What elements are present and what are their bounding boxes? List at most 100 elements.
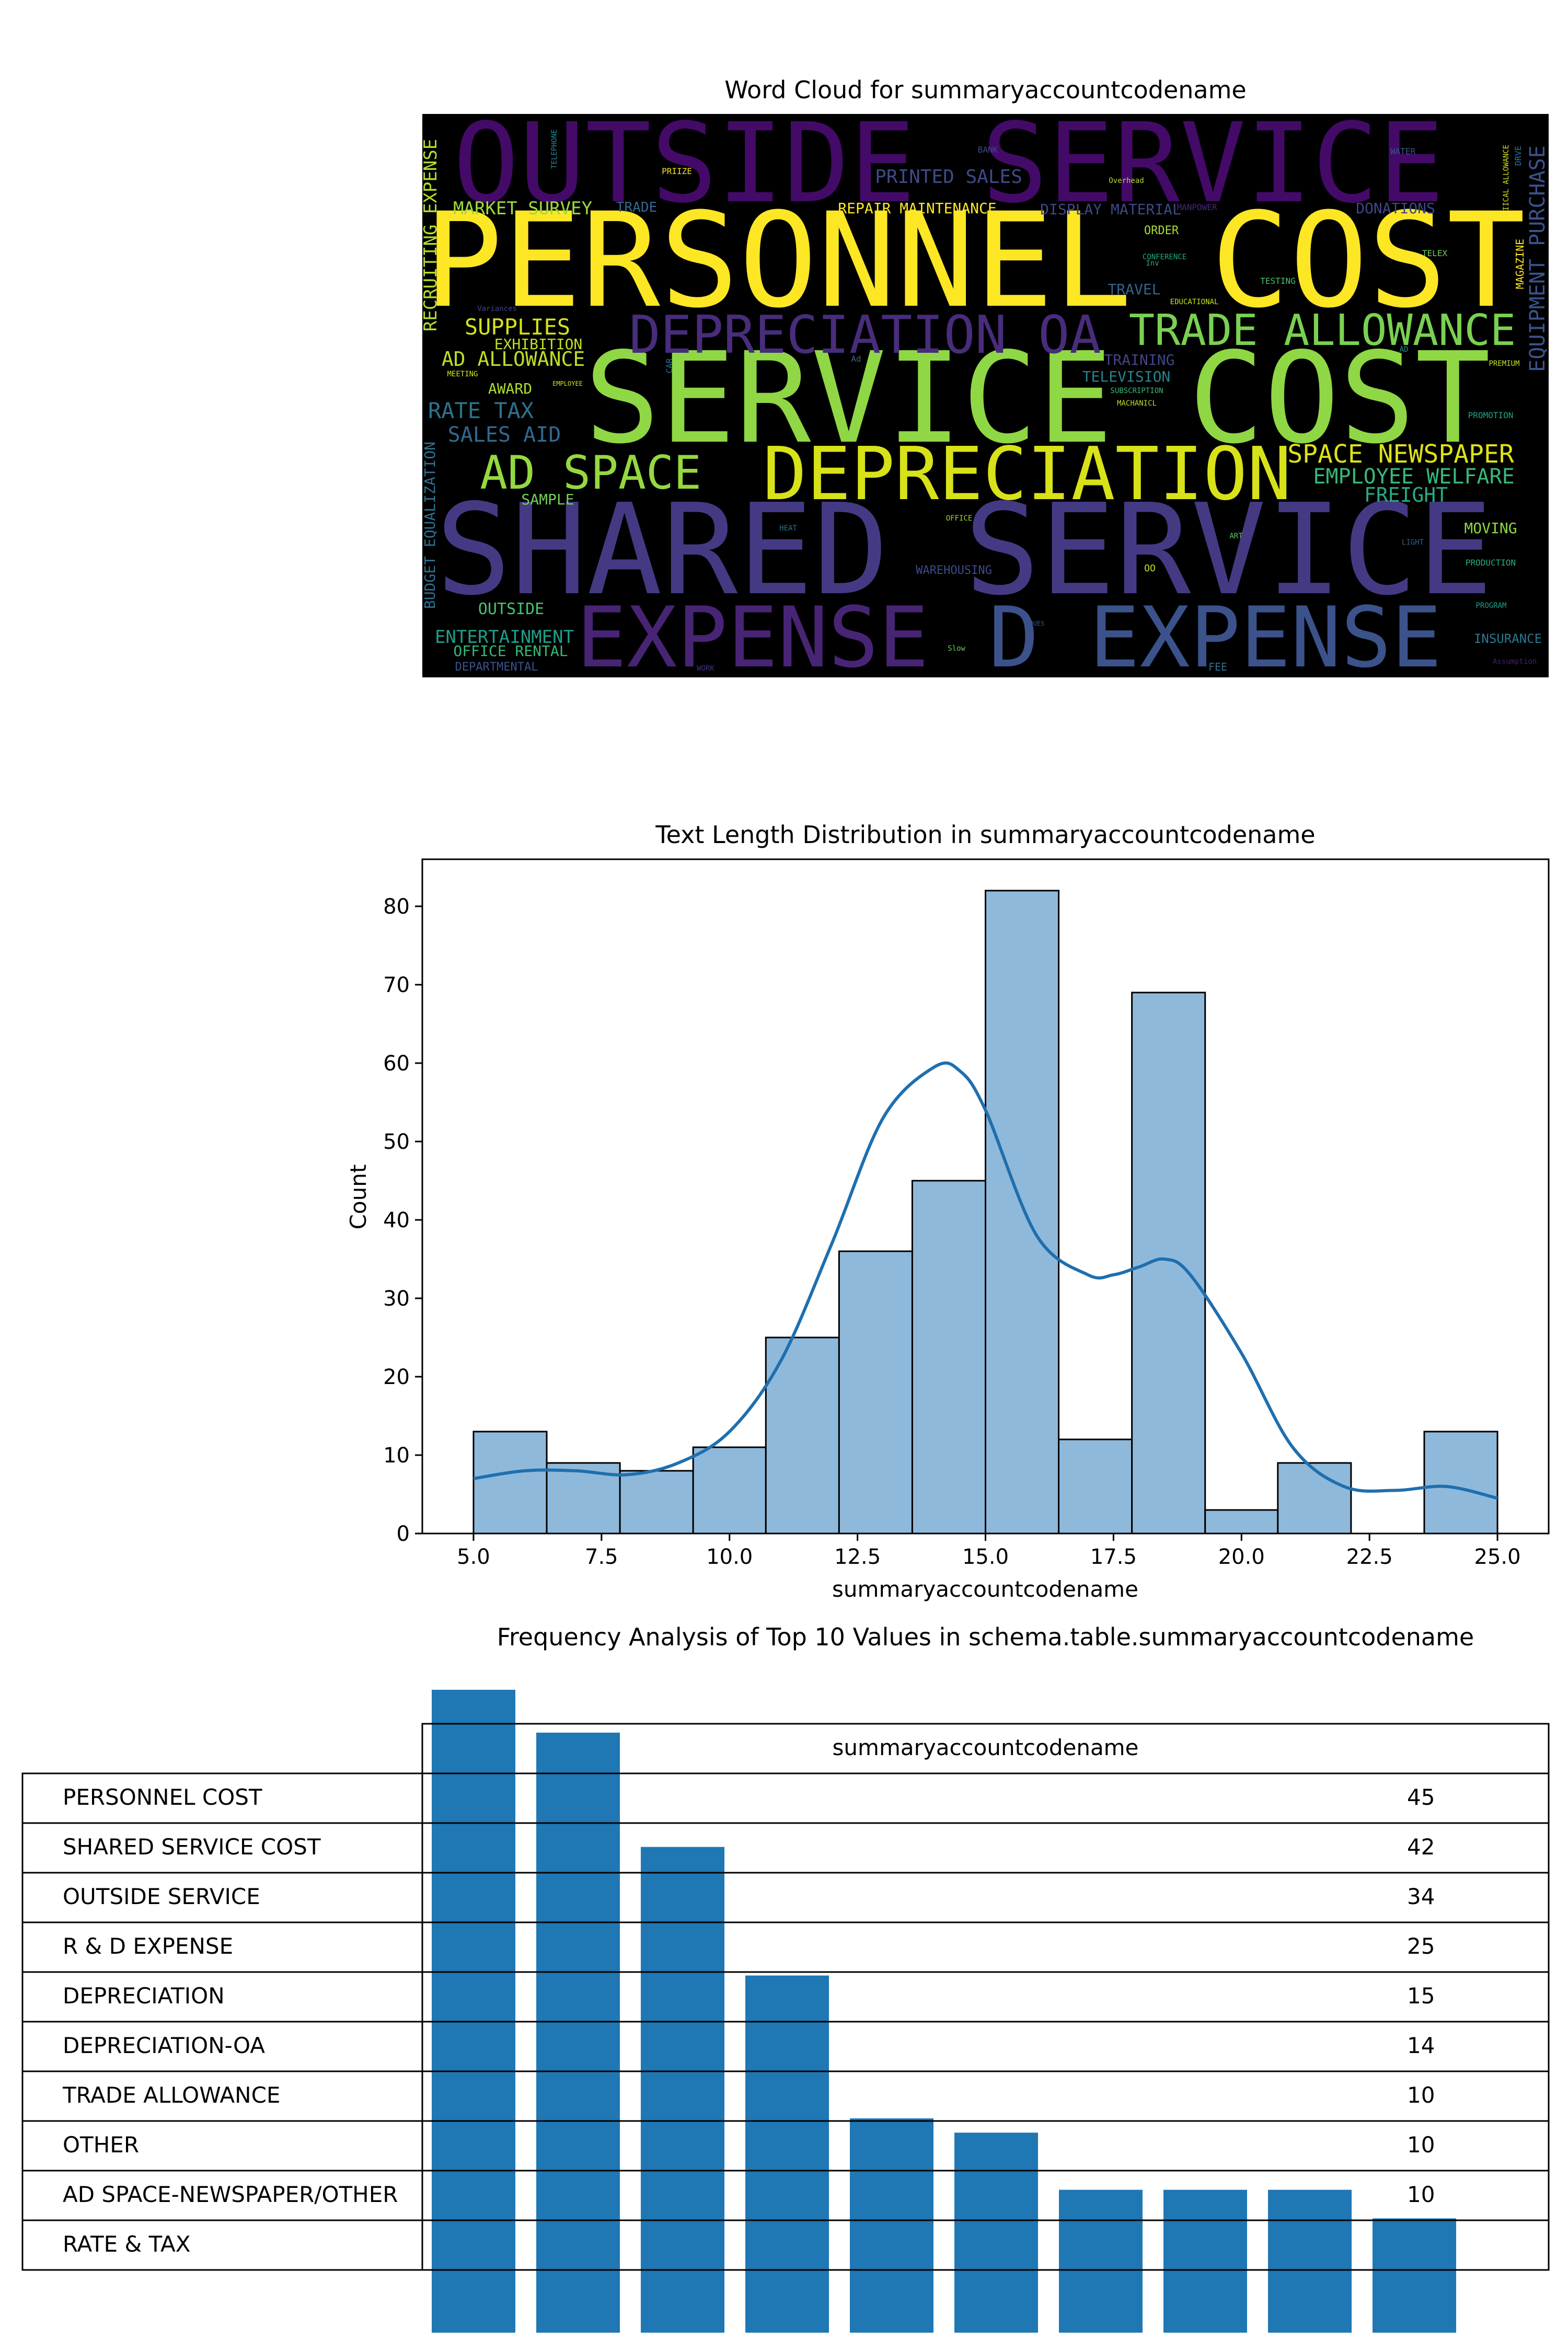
y-tick-label: 60 <box>383 1052 410 1076</box>
table-row-label: R & D EXPENSE <box>63 1933 233 1959</box>
wordcloud-word: SAMPLE <box>521 491 574 508</box>
frequency-bar <box>536 1733 620 2333</box>
wordcloud-word: DUES <box>1030 620 1045 627</box>
wordcloud-word: TESTING <box>1260 276 1295 286</box>
wordcloud-word: MAGAZINE <box>1514 239 1526 289</box>
wordcloud-word: TRADE <box>616 200 657 215</box>
table-row-label: PERSONNEL COST <box>63 1784 262 1810</box>
wordcloud-word: HEAT <box>779 524 797 533</box>
wordcloud-word: Slow <box>948 644 965 653</box>
frequency-bar <box>850 2118 933 2333</box>
wordcloud-word: RATE TAX <box>428 398 534 423</box>
kde-curve <box>473 1061 1498 1500</box>
histogram-bar <box>692 1446 767 1535</box>
wordcloud-word: REPAIR MAINTENANCE <box>838 200 996 217</box>
wordcloud-word: WATER <box>1390 146 1416 156</box>
wordcloud-word: PROMOTION <box>1468 410 1514 420</box>
wordcloud-word: D EXPENSE <box>989 589 1442 686</box>
table-row-label: DEPRECIATION-OA <box>63 2033 265 2058</box>
table-row-label: AD SPACE-NEWSPAPER/OTHER <box>63 2182 398 2207</box>
table-value: 45 <box>1407 1784 1435 1810</box>
x-tick-label: 12.5 <box>834 1545 881 1569</box>
table-value: 10 <box>1407 2132 1435 2158</box>
wordcloud-word: IICAL ALLOWANCE <box>1502 145 1511 211</box>
wordcloud-word: PROGRAM <box>1475 602 1506 610</box>
x-tick-label: 7.5 <box>585 1545 618 1569</box>
wordcloud-word: EXHIBITION <box>494 336 583 353</box>
wordcloud-word: SERVICE COST <box>584 325 1491 471</box>
wordcloud-word: EXPENSE <box>577 589 929 686</box>
wordcloud-word: Ad <box>851 354 861 364</box>
x-tick-label: 17.5 <box>1090 1545 1137 1569</box>
wordcloud-word: WORK <box>697 664 714 673</box>
x-tick-label: 25.0 <box>1474 1545 1521 1569</box>
wordcloud-word: Assumption <box>1493 658 1537 666</box>
table-column-header: summaryaccountcodename <box>833 1735 1139 1760</box>
wordcloud-word: CAR <box>664 358 674 373</box>
wordcloud-word: ART <box>1229 532 1243 540</box>
wordcloud-word: PERSONNEL COST <box>424 185 1525 337</box>
wordcloud-word: BUDGET EQUALIZATION <box>421 442 439 609</box>
wordcloud-word: EDUCATIONAL <box>1170 298 1219 306</box>
wordcloud-word: FREIGHT <box>1364 483 1448 506</box>
frequency-bar <box>1268 2189 1352 2333</box>
table-row-label: DEPRECIATION <box>63 1983 225 2009</box>
frequency-bar <box>1163 2189 1247 2333</box>
y-tick-label: 70 <box>383 973 410 997</box>
wordcloud-word: PREMIUM <box>1489 360 1519 368</box>
histogram-bar <box>911 1180 987 1535</box>
frequency-bar <box>745 1975 829 2333</box>
wordcloud-word: PRODUCTION <box>1466 558 1516 568</box>
wordcloud-word: OUTSIDE <box>478 600 544 618</box>
wordcloud-word: DRVE <box>1513 146 1523 166</box>
wordcloud-word: Variances <box>477 305 517 313</box>
wordcloud-word: AD <box>1400 345 1409 354</box>
wordcloud-word: OUTSIDE SERVICE <box>453 99 1444 227</box>
table-row-label: OTHER <box>63 2132 139 2158</box>
y-tick-label: 40 <box>383 1208 410 1232</box>
frequency-bar <box>432 1690 515 2333</box>
table-value-cell <box>421 2219 1550 2271</box>
wordcloud-background <box>422 114 1549 677</box>
y-tick-label: 30 <box>383 1287 410 1311</box>
wordcloud-word: OFFICE RENTAL <box>453 642 568 660</box>
wordcloud-word: EMPLOYEE WELFARE <box>1313 465 1514 489</box>
frequency-bar <box>641 1847 724 2333</box>
wordcloud-word: SUBSCRIPTION <box>1110 387 1163 395</box>
histogram-ylabel: Count <box>345 1165 371 1230</box>
x-tick-label: 20.0 <box>1218 1545 1265 1569</box>
histogram-bar <box>1204 1509 1279 1535</box>
bar-table-title: Frequency Analysis of Top 10 Values in s… <box>497 1623 1474 1651</box>
table-value: 14 <box>1407 2033 1435 2058</box>
wordcloud-word: SHARED SERVICE <box>436 477 1493 623</box>
table-value: 10 <box>1407 2182 1435 2207</box>
histogram-title: Text Length Distribution in summaryaccou… <box>655 821 1316 849</box>
wordcloud-word: MEETING <box>447 370 478 378</box>
wordcloud-word: SUPPLIES <box>465 314 570 340</box>
x-tick-label: 10.0 <box>706 1545 753 1569</box>
wordcloud-word: MACHANICL <box>1117 399 1157 408</box>
wordcloud-word: RECRUITING EXPENSE <box>420 139 441 331</box>
x-tick-label: 22.5 <box>1346 1545 1393 1569</box>
wordcloud-word: MANPOWER <box>1177 202 1217 212</box>
wordcloud-word: FEE <box>1208 661 1227 673</box>
frequency-bar <box>1373 2218 1456 2333</box>
wordcloud-word: TELEX <box>1422 248 1448 258</box>
wordcloud-word: DEPRECIATION OA <box>629 304 1101 365</box>
wordcloud-word: SALES AID <box>448 423 561 447</box>
histogram-bar <box>1131 991 1206 1535</box>
wordcloud-word: Inv <box>1146 259 1159 268</box>
table-value: 34 <box>1407 1884 1435 1909</box>
wordcloud-word: DEPARTMENTAL <box>455 661 538 674</box>
wordcloud-word: PRIIZE <box>662 166 692 176</box>
wordcloud-word: Overhead <box>1109 177 1144 185</box>
wordcloud-word: BANK <box>978 145 998 155</box>
table-row-label: RATE & TAX <box>63 2231 191 2257</box>
table-value: 42 <box>1407 1834 1435 1860</box>
table-row-label: OUTSIDE SERVICE <box>63 1884 260 1909</box>
table-value: 15 <box>1407 1983 1435 2009</box>
wordcloud-word: OFFICE <box>946 514 973 523</box>
x-tick-label: 15.0 <box>962 1545 1009 1569</box>
